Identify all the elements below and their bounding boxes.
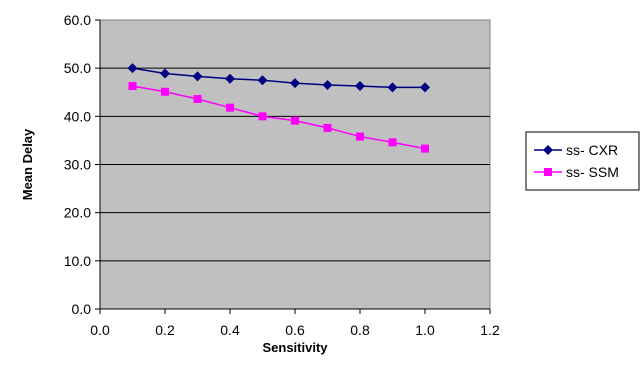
data-point (323, 123, 332, 132)
data-point (421, 144, 429, 153)
data-point (290, 78, 300, 89)
legend: ss- CXR ss- SSM (525, 131, 640, 191)
legend-label: ss- CXR (566, 142, 618, 158)
data-point (226, 103, 234, 112)
y-tick-label: 40.0 (64, 108, 91, 124)
data-point (420, 82, 430, 93)
axes: 0.0 10.0 20.0 30.0 40.0 50.0 60.0 0.0 0.2 0.4 0.6 0… (64, 12, 500, 338)
legend-marker (544, 168, 552, 176)
data-point (291, 116, 299, 125)
x-tick-label: 1.0 (415, 322, 435, 338)
series-line (132, 67, 425, 89)
y-axis-title: Mean Delay (20, 128, 35, 200)
series-layer (127, 63, 430, 153)
x-tick-label: 0.0 (90, 322, 110, 338)
legend-label: ss- SSM (566, 164, 619, 180)
data-point (128, 81, 137, 90)
series (127, 63, 430, 93)
x-tick-label: 0.6 (285, 322, 305, 338)
data-point (355, 80, 365, 91)
series (128, 81, 429, 153)
x-tick-label: 1.2 (480, 322, 500, 338)
data-point (225, 73, 235, 84)
legend-entry: ss- SSM (534, 164, 619, 180)
legend-items: ss- CXR ss- SSM (534, 142, 619, 180)
x-tick-label: 0.2 (155, 322, 175, 338)
legend-entry: ss- CXR (534, 142, 618, 158)
data-point (127, 63, 138, 74)
data-point (258, 112, 267, 121)
data-point (356, 132, 364, 141)
data-point (160, 68, 170, 79)
x-axis-title: Sensitivity (262, 340, 328, 355)
x-tick-label: 0.8 (350, 322, 370, 338)
data-point (193, 94, 202, 103)
y-tick-label: 50.0 (64, 60, 91, 76)
data-point (388, 138, 397, 147)
y-tick-label: 20.0 (64, 205, 91, 221)
y-tick-label: 10.0 (64, 253, 91, 269)
legend-box (525, 131, 640, 191)
data-point (387, 82, 398, 93)
x-tick-label: 0.4 (220, 322, 240, 338)
gridlines (100, 67, 490, 262)
data-point (192, 71, 203, 82)
data-point (161, 87, 169, 96)
y-tick-label: 60.0 (64, 12, 91, 28)
series-line (132, 85, 426, 150)
data-point (322, 80, 333, 91)
data-point (257, 75, 268, 86)
legend-marker (543, 145, 553, 155)
y-tick-label: 30.0 (64, 157, 91, 173)
y-tick-label: 0.0 (72, 301, 92, 317)
